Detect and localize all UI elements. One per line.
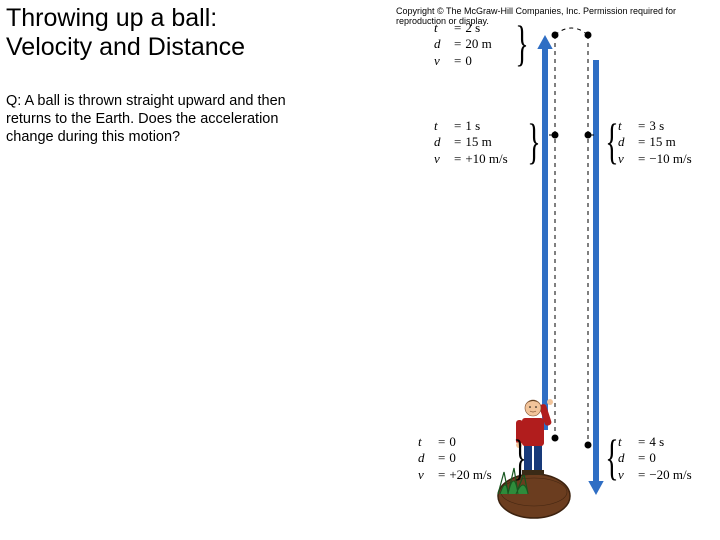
data-row: t=2 s <box>434 20 492 36</box>
data-row: t=0 <box>418 434 492 450</box>
brace-t1: } <box>527 116 540 166</box>
brace-t2: } <box>515 18 528 68</box>
brace-t3: { <box>605 116 618 166</box>
brace-t4: { <box>605 432 618 482</box>
data-point-t2: t=2 sd=20 mv=0 <box>434 20 492 69</box>
data-row: d=20 m <box>434 36 492 52</box>
data-point-t3: t=3 sd=15 mv=−10 m/s <box>618 118 692 167</box>
data-row: d=0 <box>418 450 492 466</box>
data-row: v=−10 m/s <box>618 151 692 167</box>
data-row: v=0 <box>434 53 492 69</box>
brace-t0: } <box>513 432 526 482</box>
data-row: t=3 s <box>618 118 692 134</box>
data-row: v=−20 m/s <box>618 467 692 483</box>
data-row: d=15 m <box>618 134 692 150</box>
data-row: v=+20 m/s <box>418 467 492 483</box>
data-row: v=+10 m/s <box>434 151 508 167</box>
data-row: t=4 s <box>618 434 692 450</box>
data-row: d=0 <box>618 450 692 466</box>
data-point-t0: t=0d=0v=+20 m/s <box>418 434 492 483</box>
data-point-t1: t=1 sd=15 mv=+10 m/s <box>434 118 508 167</box>
data-row: d=15 m <box>434 134 508 150</box>
data-point-t4: t=4 sd=0v=−20 m/s <box>618 434 692 483</box>
data-row: t=1 s <box>434 118 508 134</box>
